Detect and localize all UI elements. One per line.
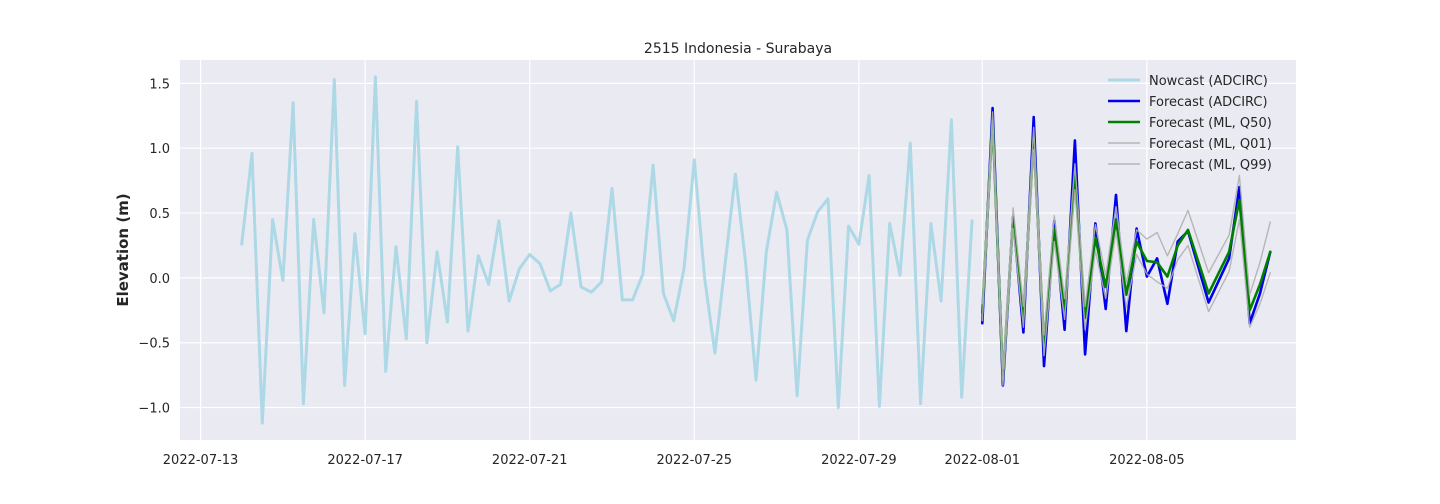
x-tick-label: 2022-07-29 xyxy=(821,453,897,468)
chart-title: 2515 Indonesia - Surabaya xyxy=(644,41,832,57)
series-line-forecast-ml-q01 xyxy=(981,129,1272,387)
series-line-forecast-ml-q99 xyxy=(981,111,1272,370)
y-tick-label: 1.0 xyxy=(149,142,170,157)
y-tick-label: 1.5 xyxy=(149,77,170,92)
legend-label: Forecast (ML, Q50) xyxy=(1149,116,1272,131)
x-tick-label: 2022-07-13 xyxy=(163,453,239,468)
grid-lines xyxy=(180,60,1296,440)
legend-label: Forecast (ADCIRC) xyxy=(1149,95,1268,110)
x-tick-label: 2022-08-01 xyxy=(945,453,1021,468)
x-tick-label: 2022-07-21 xyxy=(492,453,568,468)
series-line-nowcast-adcirc xyxy=(240,75,974,425)
x-tick-label: 2022-07-17 xyxy=(327,453,403,468)
y-tick-label: 0.5 xyxy=(149,207,170,222)
legend: Nowcast (ADCIRC) Forecast (ADCIRC) Forecas… xyxy=(1108,74,1272,173)
legend-label: Nowcast (ADCIRC) xyxy=(1149,74,1268,89)
y-tick-label: −0.5 xyxy=(138,337,170,352)
y-axis-ticks: −1.0 −0.5 0.0 0.5 1.0 1.5 xyxy=(138,77,170,416)
x-tick-label: 2022-07-25 xyxy=(657,453,733,468)
legend-label: Forecast (ML, Q01) xyxy=(1149,137,1272,152)
plot-background xyxy=(180,60,1296,440)
y-tick-label: −1.0 xyxy=(138,402,170,417)
x-axis-ticks: 2022-07-13 2022-07-17 2022-07-21 2022-07-25… xyxy=(163,453,1185,468)
x-tick-label: 2022-08-05 xyxy=(1109,453,1185,468)
series-layer xyxy=(240,75,1272,425)
y-axis-label: Elevation (m) xyxy=(114,193,132,306)
y-tick-label: 0.0 xyxy=(149,272,170,287)
legend-label: Forecast (ML, Q99) xyxy=(1149,158,1272,173)
